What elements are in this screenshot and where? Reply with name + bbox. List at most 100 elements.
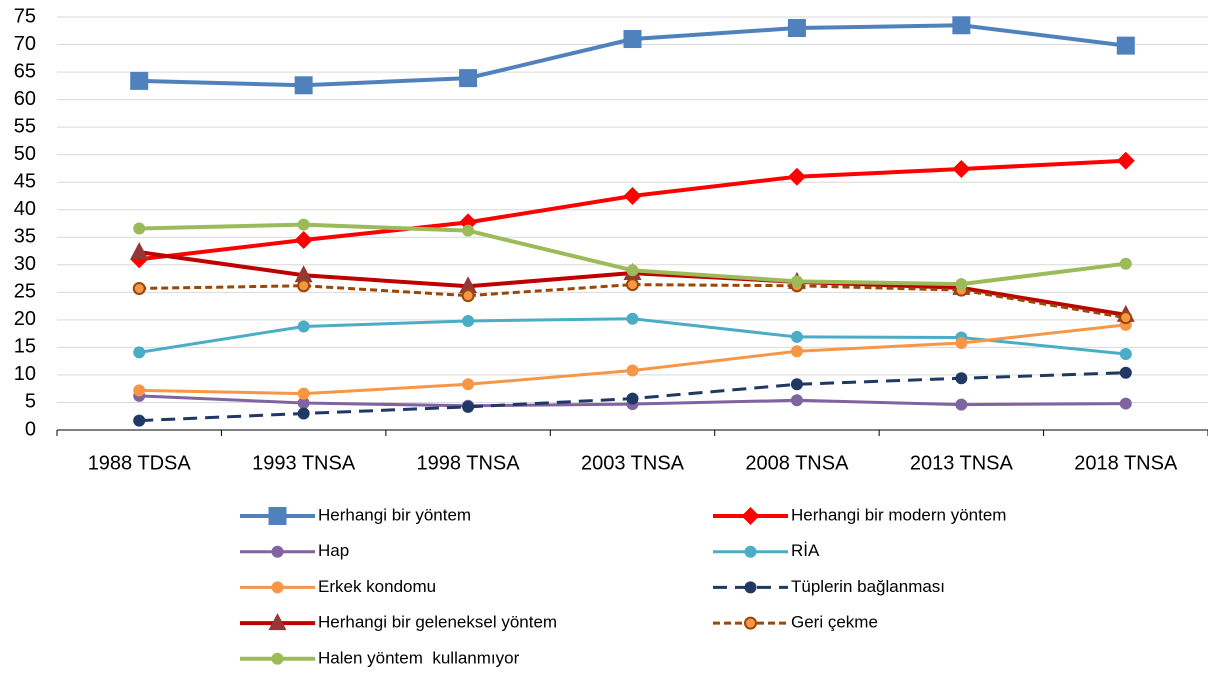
- y-tick-label: 10: [14, 363, 36, 385]
- marker: [1119, 257, 1132, 270]
- marker: [744, 616, 757, 630]
- marker: [133, 384, 146, 397]
- legend-label: Herhangi bir geleneksel yöntem: [318, 613, 557, 632]
- y-tick-label: 70: [14, 33, 36, 55]
- marker: [1119, 397, 1132, 410]
- marker: [462, 378, 475, 391]
- marker: [271, 545, 284, 558]
- marker: [744, 581, 757, 594]
- marker: [744, 545, 757, 558]
- y-tick-label: 45: [14, 170, 36, 192]
- y-tick-label: 5: [25, 391, 36, 413]
- marker: [294, 231, 313, 250]
- marker: [297, 397, 310, 410]
- legend-item: Halen yöntem kullanmıyor: [240, 648, 520, 667]
- legend-item: Tüplerin bağlanması: [713, 577, 945, 596]
- marker: [1116, 151, 1135, 170]
- legend-item: Herhangi bir yöntem: [240, 505, 471, 525]
- x-tick-label: 1993 TNSA: [252, 452, 356, 474]
- legend-item: Hap: [240, 541, 349, 560]
- y-tick-label: 40: [14, 198, 36, 220]
- legend-item: RİA: [713, 541, 820, 560]
- marker: [626, 364, 639, 377]
- marker: [952, 159, 971, 178]
- marker: [459, 69, 478, 88]
- x-tick-label: 2013 TNSA: [910, 452, 1014, 474]
- marker: [271, 652, 284, 665]
- marker: [790, 330, 803, 343]
- marker: [297, 279, 311, 293]
- marker: [790, 275, 803, 288]
- marker: [294, 76, 313, 95]
- marker: [1119, 311, 1133, 325]
- marker: [130, 242, 149, 260]
- legend-item: Herhangi bir modern yöntem: [713, 505, 1006, 525]
- marker: [133, 346, 146, 359]
- legend-label: RİA: [791, 541, 820, 560]
- marker: [459, 276, 478, 294]
- marker: [462, 400, 475, 413]
- marker: [626, 392, 639, 405]
- marker: [297, 407, 310, 420]
- x-tick-label: 2018 TNSA: [1074, 452, 1178, 474]
- marker: [1119, 366, 1132, 379]
- y-tick-label: 75: [14, 5, 36, 27]
- legend-label: Erkek kondomu: [318, 577, 436, 596]
- legend-item: Geri çekme: [713, 613, 878, 632]
- legend-label: Tüplerin bağlanması: [791, 577, 945, 596]
- marker: [626, 312, 639, 325]
- marker: [297, 387, 310, 400]
- marker: [790, 378, 803, 391]
- marker: [952, 16, 971, 35]
- legend-item: Erkek kondomu: [240, 577, 436, 596]
- marker: [132, 281, 146, 295]
- marker: [623, 186, 642, 205]
- marker: [1116, 36, 1135, 55]
- x-tick-label: 1998 TNSA: [417, 452, 521, 474]
- marker: [133, 222, 146, 235]
- marker: [297, 218, 310, 231]
- marker: [268, 507, 287, 525]
- marker: [955, 278, 968, 291]
- y-tick-label: 60: [14, 88, 36, 110]
- y-tick-label: 55: [14, 115, 36, 137]
- marker: [1119, 348, 1132, 361]
- y-tick-label: 15: [14, 336, 36, 358]
- legend-item: Herhangi bir geleneksel yöntem: [240, 613, 557, 632]
- x-tick-label: 2003 TNSA: [581, 452, 685, 474]
- marker: [623, 30, 642, 49]
- marker: [297, 320, 310, 333]
- legend-label: Geri çekme: [791, 613, 878, 632]
- marker: [787, 167, 806, 186]
- marker: [462, 314, 475, 327]
- marker: [790, 394, 803, 407]
- y-tick-label: 20: [14, 308, 36, 330]
- marker: [787, 19, 806, 38]
- x-tick-label: 2008 TNSA: [745, 452, 849, 474]
- marker: [741, 507, 760, 525]
- marker: [130, 71, 149, 90]
- marker: [626, 278, 639, 292]
- legend-label: Hap: [318, 541, 349, 560]
- y-tick-label: 30: [14, 253, 36, 275]
- marker: [461, 289, 475, 303]
- x-tick-label: 1988 TDSA: [88, 452, 192, 474]
- series-line: [139, 323, 1126, 396]
- marker: [294, 265, 313, 283]
- marker: [790, 345, 803, 358]
- marker: [955, 398, 968, 411]
- y-tick-label: 25: [14, 281, 36, 303]
- marker: [626, 264, 639, 277]
- y-tick-label: 35: [14, 226, 36, 248]
- y-tick-label: 0: [25, 418, 36, 440]
- y-tick-label: 50: [14, 143, 36, 165]
- y-tick-label: 65: [14, 60, 36, 82]
- legend-label: Herhangi bir modern yöntem: [791, 505, 1006, 524]
- marker: [133, 414, 146, 427]
- marker: [271, 581, 284, 594]
- marker: [955, 372, 968, 385]
- marker: [462, 224, 475, 237]
- legend-label: Halen yöntem kullanmıyor: [318, 648, 520, 667]
- marker: [268, 613, 287, 631]
